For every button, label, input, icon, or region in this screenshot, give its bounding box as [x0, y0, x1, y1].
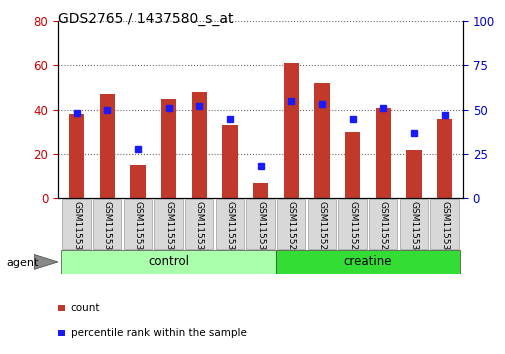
FancyBboxPatch shape: [246, 199, 274, 249]
Text: GSM115536: GSM115536: [194, 201, 204, 256]
Bar: [191, 92, 207, 198]
Text: GSM115529: GSM115529: [378, 201, 387, 256]
Text: GSM115530: GSM115530: [409, 201, 418, 256]
FancyBboxPatch shape: [62, 199, 90, 249]
Bar: [283, 63, 298, 198]
Text: GSM115531: GSM115531: [439, 201, 448, 256]
Bar: [161, 99, 176, 198]
FancyBboxPatch shape: [93, 199, 121, 249]
FancyBboxPatch shape: [61, 250, 275, 274]
FancyBboxPatch shape: [430, 199, 458, 249]
Bar: [252, 183, 268, 198]
Text: GSM115538: GSM115538: [256, 201, 265, 256]
FancyBboxPatch shape: [369, 199, 396, 249]
FancyBboxPatch shape: [216, 199, 243, 249]
Polygon shape: [34, 255, 58, 269]
Text: GSM115532: GSM115532: [72, 201, 81, 256]
Bar: [69, 114, 84, 198]
Text: GSM115526: GSM115526: [286, 201, 295, 256]
Bar: [436, 119, 451, 198]
Text: GSM115527: GSM115527: [317, 201, 326, 256]
Text: GSM115534: GSM115534: [133, 201, 142, 256]
FancyBboxPatch shape: [338, 199, 366, 249]
Bar: [222, 125, 237, 198]
Text: GSM115533: GSM115533: [103, 201, 112, 256]
Text: GSM115528: GSM115528: [347, 201, 357, 256]
Text: GDS2765 / 1437580_s_at: GDS2765 / 1437580_s_at: [58, 12, 233, 27]
Bar: [406, 149, 421, 198]
Text: percentile rank within the sample: percentile rank within the sample: [71, 328, 246, 338]
Bar: [314, 83, 329, 198]
Text: GSM115537: GSM115537: [225, 201, 234, 256]
Bar: [344, 132, 360, 198]
FancyBboxPatch shape: [307, 199, 335, 249]
FancyBboxPatch shape: [124, 199, 152, 249]
Text: count: count: [71, 303, 100, 313]
Bar: [375, 108, 390, 198]
FancyBboxPatch shape: [185, 199, 213, 249]
FancyBboxPatch shape: [399, 199, 427, 249]
FancyBboxPatch shape: [275, 250, 459, 274]
Text: agent: agent: [6, 258, 38, 268]
Text: creatine: creatine: [343, 256, 391, 268]
Text: GSM115535: GSM115535: [164, 201, 173, 256]
Bar: [130, 165, 145, 198]
FancyBboxPatch shape: [277, 199, 305, 249]
Bar: [99, 94, 115, 198]
Text: control: control: [148, 256, 189, 268]
FancyBboxPatch shape: [154, 199, 182, 249]
